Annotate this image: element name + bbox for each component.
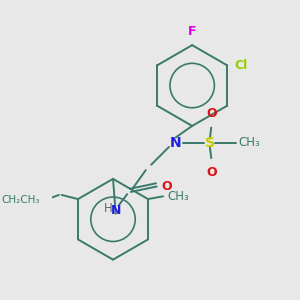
Text: N: N: [111, 204, 122, 217]
Text: O: O: [206, 166, 217, 179]
Text: CH₃: CH₃: [167, 190, 189, 203]
Text: Cl: Cl: [234, 59, 247, 72]
Text: CH₃: CH₃: [238, 136, 260, 149]
Text: S: S: [205, 136, 215, 150]
Text: O: O: [162, 180, 172, 193]
Text: O: O: [206, 107, 217, 120]
Text: H: H: [104, 202, 113, 215]
Text: N: N: [170, 136, 182, 150]
Text: F: F: [188, 25, 197, 38]
Text: CH₂CH₃: CH₂CH₃: [1, 195, 40, 206]
